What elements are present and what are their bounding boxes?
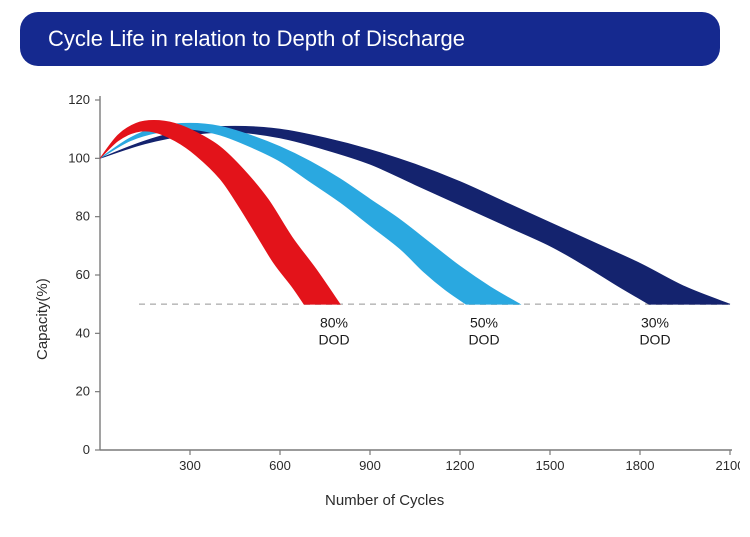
y-tick-label: 60 xyxy=(76,267,90,282)
y-tick-label: 100 xyxy=(68,150,90,165)
x-tick-label: 900 xyxy=(359,458,381,473)
y-tick-label: 80 xyxy=(76,209,90,224)
x-tick-label: 1800 xyxy=(626,458,655,473)
root: Cycle Life in relation to Depth of Disch… xyxy=(0,0,750,537)
x-tick-label: 2100 xyxy=(716,458,740,473)
series-label-line1: 50% xyxy=(470,315,498,331)
y-tick-label: 120 xyxy=(68,92,90,107)
x-tick-label: 300 xyxy=(179,458,201,473)
x-tick-label: 1200 xyxy=(446,458,475,473)
series-label-line2: DOD xyxy=(318,332,349,348)
y-tick-label: 0 xyxy=(83,442,90,457)
series-label-line2: DOD xyxy=(639,332,670,348)
y-tick-label: 20 xyxy=(76,384,90,399)
series-label-line1: 80% xyxy=(320,315,348,331)
chart-area: 0 20 40 60 80 100 120 300 600 900 1200 1500 1800 2100… xyxy=(40,80,740,520)
y-tick-label: 40 xyxy=(76,325,90,340)
series-label-line2: DOD xyxy=(468,332,499,348)
series-band xyxy=(100,120,340,304)
x-tick-label: 1500 xyxy=(536,458,565,473)
title-bar: Cycle Life in relation to Depth of Disch… xyxy=(20,12,720,66)
x-axis-label: Number of Cycles xyxy=(325,492,444,509)
x-tick-label: 600 xyxy=(269,458,291,473)
chart-title: Cycle Life in relation to Depth of Disch… xyxy=(48,26,465,52)
y-axis-label: Capacity(%) xyxy=(34,278,51,360)
series-label-line1: 30% xyxy=(641,315,669,331)
chart-svg: 0 20 40 60 80 100 120 300 600 900 1200 1500 1800 2100… xyxy=(40,80,740,520)
